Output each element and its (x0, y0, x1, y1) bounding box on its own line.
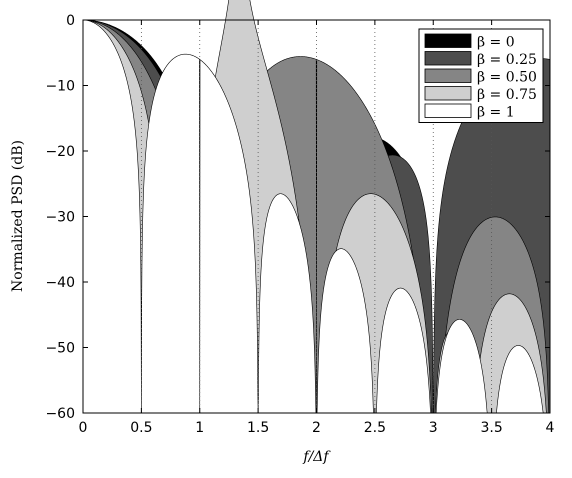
y-tick-label-0: 0 (66, 13, 75, 29)
y-tick-label-4: −40 (45, 275, 75, 291)
x-tick-label-2: 1 (195, 420, 204, 436)
legend-swatch-2 (424, 68, 472, 83)
y-tick-label-1: −10 (45, 79, 75, 95)
legend-label-1: β = 0.25 (477, 52, 537, 68)
x-tick-label-1: 0.5 (130, 420, 152, 436)
x-tick-label-7: 3.5 (480, 420, 502, 436)
axis-ticks: 0 0.5 1 1.5 2 2.5 3 3.5 4 0 −10 −20 −30 −40 −50 −60 (45, 13, 554, 436)
legend-label-4: β = 1 (477, 105, 515, 121)
legend-swatch-1 (424, 51, 472, 66)
legend-label-3: β = 0.75 (477, 87, 537, 103)
x-tick-label-4: 2 (312, 420, 321, 436)
legend-swatch-0 (424, 33, 472, 48)
y-tick-label-6: −60 (45, 406, 75, 422)
legend-swatch-4 (424, 103, 472, 118)
y-tick-label-3: −30 (45, 210, 75, 226)
x-tick-label-6: 3 (429, 420, 438, 436)
x-tick-label-0: 0 (79, 420, 88, 436)
y-axis-title: Normalized PSD (dB) (10, 140, 26, 292)
x-tick-label-3: 1.5 (247, 420, 269, 436)
legend-swatch-3 (424, 86, 472, 101)
legend-label-0: β = 0 (477, 35, 515, 51)
y-tick-label-2: −20 (45, 144, 75, 160)
legend-label-2: β = 0.50 (477, 70, 537, 86)
y-tick-label-5: −50 (45, 341, 75, 357)
legend: β = 0β = 0.25 β = 0.50β = 0.75 β = 1 (418, 28, 544, 123)
x-tick-label-5: 2.5 (364, 420, 386, 436)
x-tick-label-8: 4 (546, 420, 555, 436)
x-axis-title: f/Δf (302, 449, 331, 465)
series-fills (82, 0, 551, 414)
